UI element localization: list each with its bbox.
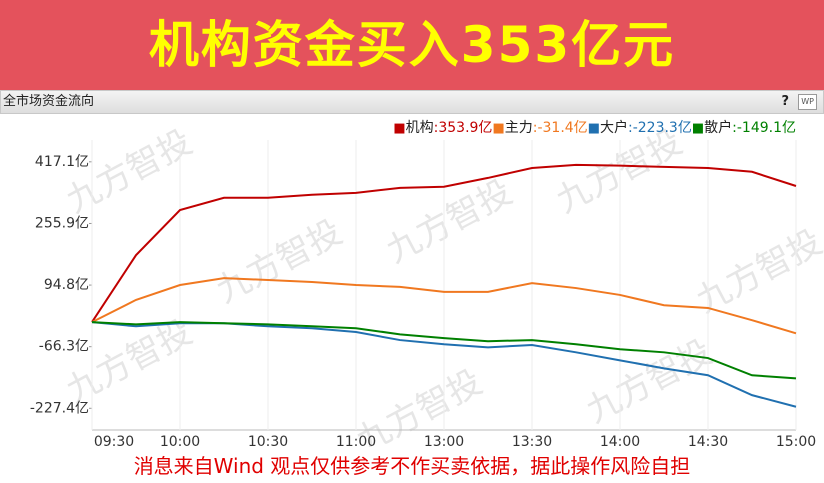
y-tick-label: 255.9亿 xyxy=(35,215,89,231)
legend-swatch: ■ xyxy=(692,121,704,136)
footer: 消息来自Wind 观点仅供参考不作买卖依据，据此操作风险自担 xyxy=(133,454,691,478)
x-tick-label: 11:00 xyxy=(336,434,376,447)
y-tick-label: 417.1亿 xyxy=(35,154,89,170)
legend-name: 主力 xyxy=(505,120,533,136)
x-tick-label: 13:00 xyxy=(424,434,464,447)
series-line xyxy=(91,277,797,335)
help-button[interactable]: ? xyxy=(781,94,789,109)
watermark: 九方智投 xyxy=(60,122,199,221)
series-line xyxy=(91,321,797,380)
legend-value: :-31.4亿 xyxy=(533,120,588,136)
x-tick-label: 10:00 xyxy=(160,434,200,447)
watermark: 九方智投 xyxy=(210,212,349,311)
panel-title: 全市场资金流向 xyxy=(3,94,95,109)
legend-value: :-149.1亿 xyxy=(732,120,796,136)
legend: ■机构:353.9亿■主力:-31.4亿■大户:-223.3亿■散户:-149.… xyxy=(393,119,796,136)
wp-button[interactable]: WP xyxy=(798,94,817,110)
y-tick-label: 94.8亿 xyxy=(44,277,89,293)
legend-swatch: ■ xyxy=(492,121,504,136)
legend-value: :353.9亿 xyxy=(434,120,493,136)
legend-name: 机构 xyxy=(406,120,434,136)
watermark: 九方智投 xyxy=(550,122,689,221)
y-tick-label: -227.4亿 xyxy=(30,400,89,416)
legend-value: :-223.3亿 xyxy=(628,120,692,136)
x-tick-label: 15:00 xyxy=(776,434,816,447)
series-line xyxy=(91,163,797,323)
x-tick-label: 09:30 xyxy=(94,434,134,447)
panel-header: 全市场资金流向 ? WP xyxy=(0,90,824,114)
watermark: 九方智投 xyxy=(690,222,824,321)
legend-name: 散户 xyxy=(704,119,732,136)
y-tick-label: -66.3亿 xyxy=(39,339,89,355)
x-tick-label: 14:30 xyxy=(688,434,728,447)
legend-name: 大户 xyxy=(600,119,628,136)
legend-swatch: ■ xyxy=(393,121,405,136)
x-tick-label: 10:30 xyxy=(248,434,288,447)
x-tick-label: 13:30 xyxy=(512,434,552,447)
banner: 机构资金买入353亿元 xyxy=(0,0,824,90)
legend-swatch: ■ xyxy=(588,121,600,136)
watermark: 九方智投 xyxy=(60,312,199,411)
x-tick-label: 14:00 xyxy=(600,434,640,447)
